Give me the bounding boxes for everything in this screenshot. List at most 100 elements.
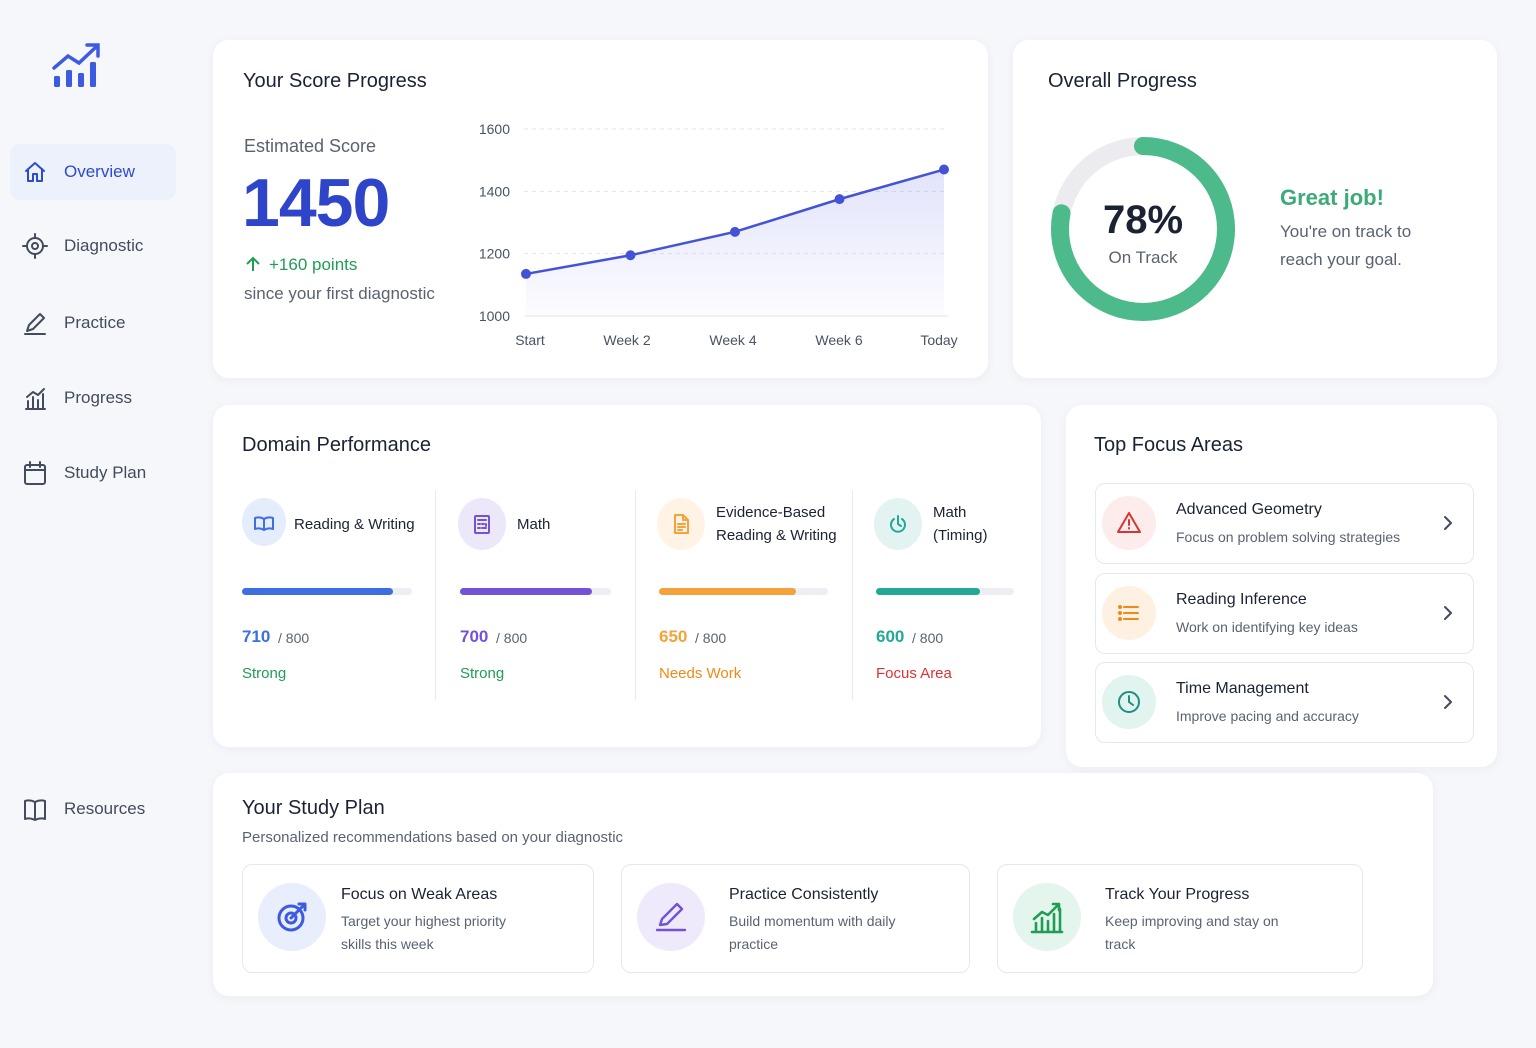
domain-card: Domain Performance	[213, 405, 1041, 747]
domain-status: Strong	[242, 665, 287, 682]
plan-title: Practice Consistently	[729, 886, 879, 903]
icon	[25, 388, 46, 410]
card-title: Domain Performance	[242, 434, 431, 456]
x-tick-label: Week 6	[815, 332, 862, 348]
donut-status: On Track	[1108, 248, 1178, 267]
icon	[254, 516, 274, 531]
icon	[1117, 512, 1141, 533]
nav-item[interactable]: Resources	[10, 781, 176, 837]
domain-name: Evidence-Based Reading & Writing	[716, 504, 837, 544]
x-tick-label: Week 2	[603, 332, 650, 348]
icon	[1444, 606, 1452, 620]
domain-max: / 800	[496, 630, 528, 646]
y-tick-label: 1000	[479, 308, 510, 324]
domain-icon	[657, 498, 705, 550]
focus-row[interactable]	[1095, 483, 1474, 564]
plan-icon	[1013, 883, 1081, 951]
divider	[852, 490, 853, 700]
x-tick-label: Week 4	[709, 332, 756, 348]
focus-row[interactable]	[1095, 662, 1474, 743]
card-title: Top Focus Areas	[1094, 434, 1243, 456]
domain-icon	[242, 498, 286, 546]
icon	[24, 461, 46, 485]
nav-item[interactable]: Practice	[10, 295, 176, 351]
nav-item[interactable]: Overview	[10, 144, 176, 200]
domain-name: Reading & Writing	[294, 515, 415, 533]
y-tick-label: 1400	[479, 183, 510, 199]
overall-card: Overall Progress 78% On Track Great job!…	[1013, 40, 1497, 378]
icon	[277, 902, 307, 932]
logo	[52, 43, 100, 87]
card-title: Your Score Progress	[243, 70, 427, 92]
message-title: Great job!	[1280, 185, 1384, 210]
domain-score: 600	[876, 627, 905, 646]
focus-icon	[1102, 586, 1156, 640]
icon	[22, 233, 48, 259]
x-tick-label: Start	[515, 332, 545, 348]
icon	[890, 515, 906, 533]
icon	[1444, 516, 1452, 530]
donut-value: 78%	[1102, 198, 1184, 242]
point	[521, 268, 531, 279]
plan-desc: Keep improving and stay on track	[1105, 913, 1279, 952]
focus-row[interactable]	[1095, 573, 1474, 654]
score-value: 1450	[242, 165, 390, 241]
focus-desc: Improve pacing and accuracy	[1176, 708, 1359, 724]
icon	[1444, 695, 1452, 709]
bar	[876, 588, 980, 595]
score-label: Estimated Score	[244, 136, 377, 156]
area	[526, 169, 944, 316]
plan-desc: Build momentum with daily practice	[729, 913, 896, 952]
nav-item[interactable]: Progress	[10, 370, 176, 426]
y-tick-label: 1200	[479, 246, 510, 262]
domain-max: / 800	[695, 630, 727, 646]
score-note: since your first diagnostic	[244, 284, 435, 303]
domain-score: 650	[659, 627, 688, 646]
domain-score: 700	[460, 627, 489, 646]
icon	[25, 162, 45, 182]
nav-item[interactable]: Study Plan	[10, 445, 176, 501]
bar	[659, 588, 797, 595]
chevron	[1440, 514, 1456, 537]
plan-icon	[258, 883, 326, 951]
card-title: Overall Progress	[1048, 70, 1197, 92]
point	[834, 194, 845, 205]
nav-label: Progress	[64, 388, 133, 407]
domain-max: / 800	[912, 630, 944, 646]
domain-status: Strong	[460, 665, 505, 682]
focus-desc: Work on identifying key ideas	[1176, 619, 1358, 635]
domain-status: Focus Area	[876, 665, 952, 682]
x-tick-label: Today	[920, 332, 957, 348]
focus-icon	[1102, 675, 1156, 729]
point	[939, 164, 949, 175]
domain-name: Math (Timing)	[933, 504, 988, 544]
nav-item[interactable]: Diagnostic	[10, 218, 176, 274]
nav-label: Overview	[64, 162, 135, 181]
domain-name: Math	[517, 515, 551, 533]
message: You're on track to reach your goal.	[1280, 222, 1412, 269]
plan-desc: Target your highest priority skills this…	[341, 913, 506, 952]
icon	[24, 799, 46, 821]
focus-icon	[1102, 496, 1156, 550]
icon	[474, 515, 490, 534]
icon	[1118, 691, 1140, 713]
domain-status: Needs Work	[659, 665, 742, 682]
icon	[1030, 902, 1064, 934]
chevron	[1440, 693, 1456, 716]
domain-max: / 800	[278, 630, 310, 646]
y-tick-label: 1600	[479, 121, 510, 137]
plan-icon	[637, 883, 705, 951]
nav-label: Diagnostic	[64, 236, 144, 255]
icon	[655, 902, 687, 932]
nav-label: Study Plan	[64, 463, 147, 482]
bar	[242, 588, 393, 595]
point	[625, 250, 636, 261]
focus-title: Advanced Geometry	[1176, 501, 1322, 518]
icon	[674, 514, 689, 534]
divider	[635, 490, 636, 700]
point	[730, 226, 740, 237]
up-arrow	[246, 256, 260, 271]
focus-desc: Focus on problem solving strategies	[1176, 529, 1401, 545]
domain-score: 710	[242, 627, 271, 646]
plan-title: Track Your Progress	[1105, 886, 1250, 903]
